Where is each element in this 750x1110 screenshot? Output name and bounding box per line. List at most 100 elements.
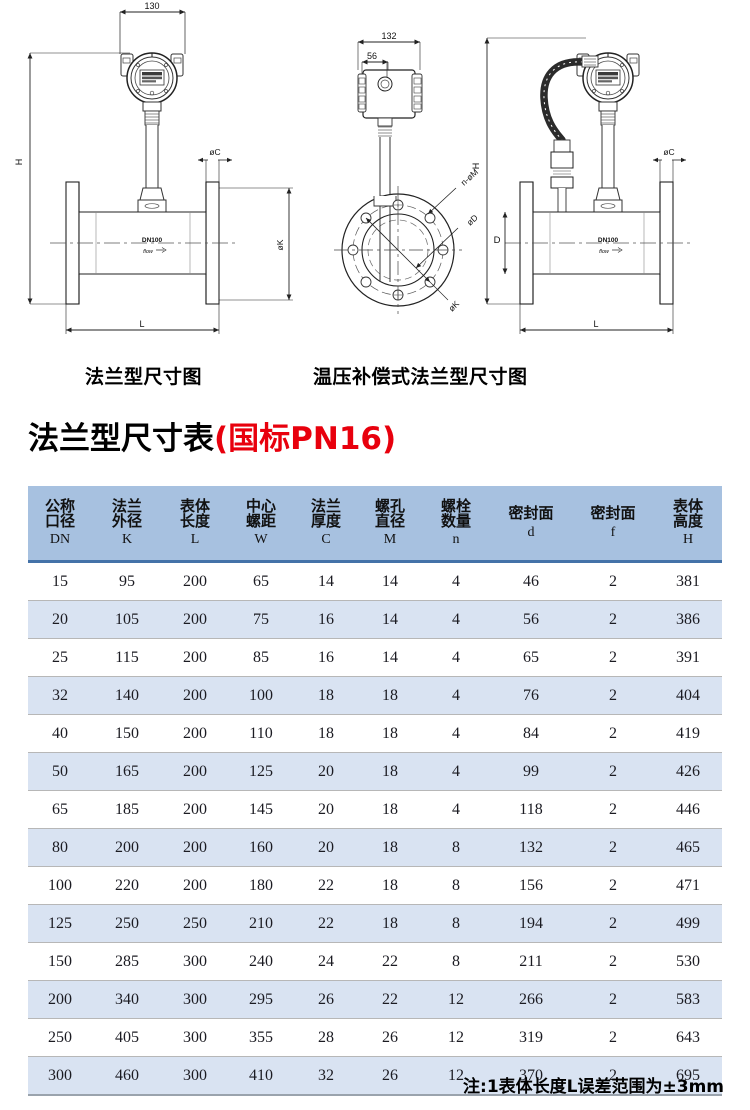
table-column-header-W: 中心 螺距 W bbox=[228, 486, 294, 563]
table-cell: 2 bbox=[572, 600, 654, 639]
table-header-row: 公称 口径 DN 法兰 外径 K 表体 长度 L 中心 螺距 W 法兰 厚度 C 螺孔 直径 M 螺栓 数量 n 密封面 d… bbox=[28, 486, 722, 563]
page-title: 法兰型尺寸表(国标PN16) bbox=[28, 424, 396, 455]
header-line-1: 法兰 bbox=[310, 497, 341, 516]
table-column-header-L: 表体 长度 L bbox=[162, 486, 228, 563]
table-cell: 300 bbox=[162, 942, 228, 981]
table-cell: 583 bbox=[654, 980, 722, 1019]
table-cell: 240 bbox=[228, 942, 294, 981]
table-cell: 26 bbox=[358, 1056, 422, 1096]
table-cell: 46 bbox=[490, 561, 572, 601]
table-cell: 14 bbox=[358, 600, 422, 639]
table-cell: 2 bbox=[572, 752, 654, 791]
table-cell: 160 bbox=[228, 828, 294, 867]
table-cell: 25 bbox=[28, 638, 92, 677]
left-dim-height-label: H bbox=[14, 159, 24, 166]
table-row: 32 140 200 100 18 18 4 76 2 404 bbox=[28, 676, 722, 715]
table-cell: 8 bbox=[422, 866, 490, 905]
table-cell: 2 bbox=[572, 828, 654, 867]
table-header: 公称 口径 DN 法兰 外径 K 表体 长度 L 中心 螺距 W 法兰 厚度 C 螺孔 直径 M 螺栓 数量 n 密封面 d… bbox=[28, 486, 722, 563]
table-cell: 18 bbox=[358, 676, 422, 715]
table-cell: 499 bbox=[654, 904, 722, 943]
table-cell: 419 bbox=[654, 714, 722, 753]
table-cell: 100 bbox=[228, 676, 294, 715]
table-cell: 18 bbox=[358, 904, 422, 943]
table-cell: 4 bbox=[422, 638, 490, 677]
drawings-svg: 130 DN100 flow bbox=[14, 1, 690, 334]
table-cell: 4 bbox=[422, 752, 490, 791]
table-cell: 12 bbox=[422, 1056, 490, 1096]
table-cell: 386 bbox=[654, 600, 722, 639]
table-cell: 340 bbox=[92, 980, 162, 1019]
table-row: 65 185 200 145 20 18 4 118 2 446 bbox=[28, 790, 722, 829]
table-cell: 16 bbox=[294, 600, 358, 639]
left-dim-bolt-circle-label: øK bbox=[275, 239, 285, 250]
table-cell: 18 bbox=[358, 714, 422, 753]
page-title-main: 法兰型尺寸表 bbox=[28, 421, 214, 457]
header-symbol: M bbox=[383, 531, 397, 547]
table-column-header-M: 螺孔 直径 M bbox=[358, 486, 422, 563]
table-cell: 200 bbox=[162, 561, 228, 601]
table-cell: 404 bbox=[654, 676, 722, 715]
table-cell: 266 bbox=[490, 980, 572, 1019]
table-cell: 99 bbox=[490, 752, 572, 791]
table-cell: 8 bbox=[422, 942, 490, 981]
table-cell: 12 bbox=[422, 980, 490, 1019]
table-cell: 28 bbox=[294, 1018, 358, 1057]
table-cell: 200 bbox=[28, 980, 92, 1019]
table-cell: 2 bbox=[572, 561, 654, 601]
header-line-1: 表体 bbox=[672, 497, 703, 516]
table-cell: 32 bbox=[28, 676, 92, 715]
table-cell: 95 bbox=[92, 561, 162, 601]
header-symbol: n bbox=[452, 531, 460, 547]
header-line-2: 数量 bbox=[440, 512, 471, 531]
header-line-2: 口径 bbox=[44, 512, 75, 531]
table-cell: 4 bbox=[422, 561, 490, 601]
middle-dim-bolt-circle-label: øK bbox=[446, 298, 461, 313]
table-body: 15 95 200 65 14 14 4 46 2 381 20 105 200 75 16 14 4 56 2 38… bbox=[28, 561, 722, 1096]
table-cell: 8 bbox=[422, 904, 490, 943]
table-cell: 4 bbox=[422, 676, 490, 715]
table-row: 80 200 200 160 20 18 8 132 2 465 bbox=[28, 828, 722, 867]
table-cell: 26 bbox=[294, 980, 358, 1019]
table-row: 200 340 300 295 26 22 12 266 2 583 bbox=[28, 980, 722, 1019]
header-line-1: 螺栓 bbox=[440, 497, 471, 516]
table-cell: 370 bbox=[490, 1056, 572, 1096]
table-cell: 446 bbox=[654, 790, 722, 829]
table-cell: 26 bbox=[358, 1018, 422, 1057]
table-cell: 20 bbox=[28, 600, 92, 639]
table-cell: 14 bbox=[358, 561, 422, 601]
table-cell: 381 bbox=[654, 561, 722, 601]
table-cell: 105 bbox=[92, 600, 162, 639]
table-cell: 22 bbox=[358, 942, 422, 981]
table-cell: 200 bbox=[162, 828, 228, 867]
table-cell: 471 bbox=[654, 866, 722, 905]
table-cell: 56 bbox=[490, 600, 572, 639]
table-cell: 250 bbox=[92, 904, 162, 943]
table-cell: 50 bbox=[28, 752, 92, 791]
header-symbol: L bbox=[190, 531, 200, 547]
table-cell: 2 bbox=[572, 714, 654, 753]
table-cell: 185 bbox=[92, 790, 162, 829]
header-symbol: W bbox=[254, 531, 268, 547]
table-cell: 300 bbox=[162, 1056, 228, 1096]
table-cell: 14 bbox=[294, 561, 358, 601]
page-title-standard: (国标PN16) bbox=[214, 421, 397, 457]
table-cell: 100 bbox=[28, 866, 92, 905]
table-cell: 200 bbox=[162, 638, 228, 677]
right-body-label: DN100 bbox=[598, 237, 619, 244]
right-dim-diameter-label: D bbox=[494, 235, 501, 246]
middle-dim-bore-label: øD bbox=[465, 212, 480, 227]
table-cell: 285 bbox=[92, 942, 162, 981]
table-cell: 132 bbox=[490, 828, 572, 867]
table-cell: 465 bbox=[654, 828, 722, 867]
header-line-1: 公称 bbox=[44, 497, 75, 516]
right-dim-flange-thickness-label: øC bbox=[663, 147, 674, 157]
dimension-drawings-panel: 130 DN100 flow bbox=[0, 0, 750, 352]
table-cell: 75 bbox=[228, 600, 294, 639]
table-cell: 24 bbox=[294, 942, 358, 981]
table-cell: 18 bbox=[294, 676, 358, 715]
table-cell: 355 bbox=[228, 1018, 294, 1057]
middle-dim-width-label: 132 bbox=[381, 31, 396, 41]
table-row: 50 165 200 125 20 18 4 99 2 426 bbox=[28, 752, 722, 791]
header-line-2: 密封面 bbox=[508, 504, 554, 523]
